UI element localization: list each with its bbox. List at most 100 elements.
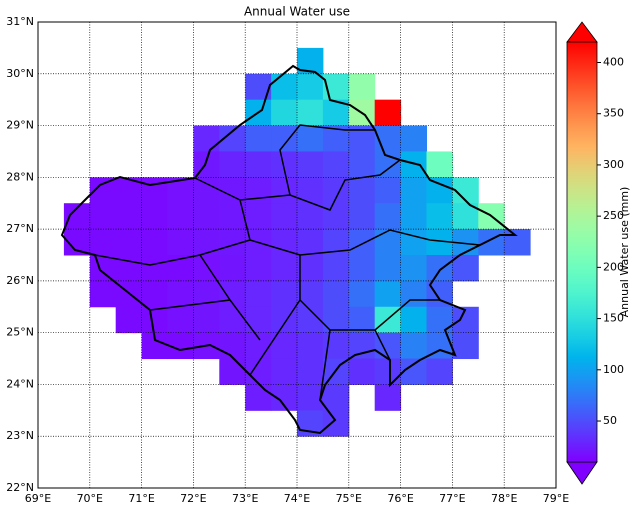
grid-cell <box>297 255 324 282</box>
grid-cell <box>504 229 531 256</box>
grid-cell <box>89 280 117 308</box>
grid-cell <box>348 203 376 230</box>
grid-cell <box>89 203 117 230</box>
grid-cell <box>141 203 168 230</box>
grid-cell <box>193 306 220 334</box>
grid-cell <box>348 229 376 256</box>
grid-cell <box>348 280 376 308</box>
x-tick-label: 79°E <box>543 492 569 505</box>
grid-cell <box>426 358 453 385</box>
colorbar-scale <box>566 41 598 463</box>
grid-cell <box>426 151 453 178</box>
grid-cell <box>297 99 324 127</box>
y-tick-label: 31°N <box>6 15 34 28</box>
grid-cell <box>297 125 324 152</box>
x-tick-label: 75°E <box>336 492 362 505</box>
grid-cell <box>115 229 143 256</box>
grid-cell <box>271 229 298 256</box>
y-tick-label: 23°N <box>6 429 34 442</box>
grid-cell <box>271 358 298 385</box>
grid-cell <box>167 203 194 230</box>
grid-cell <box>219 358 246 385</box>
colorbar-label: Annual Water use (mm) <box>618 187 631 318</box>
grid-cell <box>271 255 298 282</box>
grid-cell <box>245 73 272 101</box>
grid-cell <box>374 384 402 411</box>
grid-cell <box>141 280 168 308</box>
grid-cell <box>374 229 402 256</box>
y-tick-label: 29°N <box>6 119 34 132</box>
grid-cell <box>245 280 272 308</box>
grid-cell <box>167 306 194 334</box>
grid-cell <box>141 177 168 204</box>
grid-cell <box>297 358 324 385</box>
grid-cell <box>452 332 479 360</box>
y-tick-label: 30°N <box>6 67 34 80</box>
grid-cell <box>400 125 427 152</box>
grid-cell <box>271 99 298 127</box>
y-tick-label: 25°N <box>6 326 34 339</box>
grid-cell <box>348 306 376 334</box>
grid-cell <box>297 73 324 101</box>
grid-cell <box>271 125 298 152</box>
colorbar-extend-bottom <box>566 461 598 485</box>
grid-cell <box>348 332 376 360</box>
grid-cell <box>89 255 117 282</box>
grid-cell <box>452 306 479 334</box>
grid-cell <box>193 125 220 152</box>
grid-cell <box>297 332 324 360</box>
colorbar-tick-label: 400 <box>603 55 624 68</box>
grid-cell <box>400 332 427 360</box>
grid-cell <box>374 280 402 308</box>
grid-cell <box>167 229 194 256</box>
grid-cell <box>374 99 402 127</box>
x-tick-label: 71°E <box>128 492 154 505</box>
grid-cell <box>400 151 427 178</box>
grid-cell <box>348 151 376 178</box>
colorbar: 50 100 150 200 250 300 350 400 <box>566 21 624 485</box>
grid-cell <box>297 384 324 411</box>
grid-cell <box>297 280 324 308</box>
grid-cell <box>426 177 453 204</box>
grid-cell <box>374 358 402 385</box>
grid-cell <box>400 177 427 204</box>
grid-cell <box>245 203 272 230</box>
grid-cell <box>193 229 220 256</box>
plot-frame <box>37 21 557 489</box>
x-tick-label: 69°E <box>25 492 51 505</box>
grid-cell <box>219 255 246 282</box>
y-tick-label: 24°N <box>6 377 34 390</box>
grid-cell <box>245 306 272 334</box>
grid-cell <box>374 203 402 230</box>
x-tick-label: 74°E <box>284 492 310 505</box>
grid-cell <box>219 151 246 178</box>
grid-cell <box>245 151 272 178</box>
grid-cell <box>193 203 220 230</box>
grid-cell <box>115 203 143 230</box>
colorbar-tick-label: 250 <box>603 209 624 222</box>
grid-cell <box>322 384 350 411</box>
grid-cell <box>400 203 427 230</box>
y-tick-label: 28°N <box>6 170 34 183</box>
grid-cell <box>271 280 298 308</box>
grid-cell <box>426 203 453 230</box>
state-outline <box>60 64 518 435</box>
grid-cell <box>478 229 505 256</box>
colorbar-tick-label: 50 <box>603 414 617 427</box>
grid-cell <box>400 255 427 282</box>
x-tick-label: 70°E <box>77 492 103 505</box>
grid-cell <box>271 177 298 204</box>
grid-cell <box>322 306 350 334</box>
y-tick-label: 27°N <box>6 222 34 235</box>
y-tick-label: 22°N <box>6 481 34 494</box>
grid-cell <box>426 255 453 282</box>
grid-cell <box>219 306 246 334</box>
grid-cell <box>322 280 350 308</box>
grid-cell <box>115 306 143 334</box>
grid-cell <box>374 177 402 204</box>
x-tick-label: 77°E <box>439 492 465 505</box>
colorbar-tick-label: 300 <box>603 158 624 171</box>
x-tick-label: 76°E <box>387 492 413 505</box>
grid-cell <box>452 255 479 282</box>
